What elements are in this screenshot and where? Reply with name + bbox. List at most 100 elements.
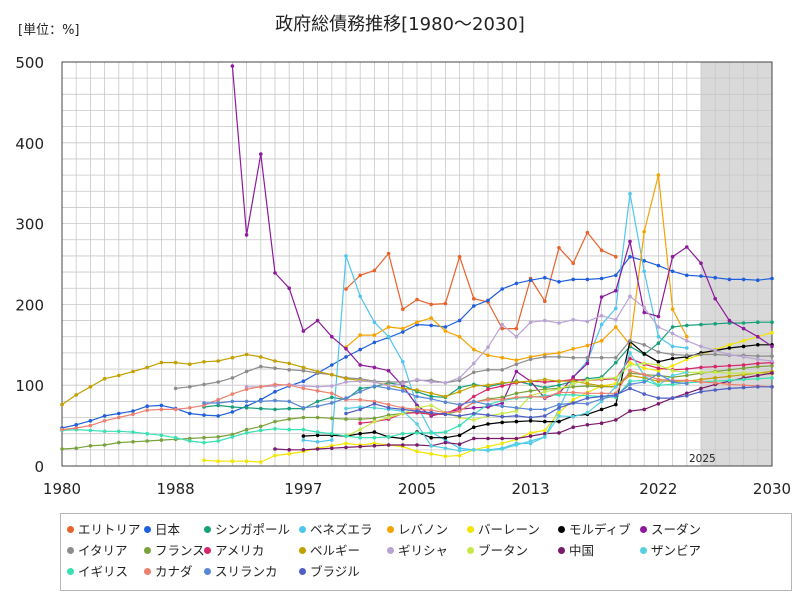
data-point — [656, 350, 661, 354]
data-point — [557, 280, 561, 284]
data-point — [642, 269, 646, 274]
data-point — [244, 459, 249, 464]
data-point — [756, 361, 760, 366]
data-point — [585, 230, 590, 235]
data-point — [585, 423, 590, 427]
legend-label: レバノン — [398, 522, 449, 537]
data-point — [642, 361, 646, 366]
legend-marker — [144, 547, 151, 554]
unit-label: [単位：%] — [18, 22, 80, 38]
x-tick-label: 1997 — [284, 480, 322, 498]
data-point — [571, 425, 575, 430]
data-point — [443, 412, 448, 417]
plot-area: 0 100 200 300 400 500 1980 1988 1997 2005 2013 2022… — [15, 54, 791, 498]
legend-item: アメリカ — [204, 544, 264, 558]
data-point — [472, 296, 476, 301]
data-point — [131, 412, 135, 417]
data-point — [741, 371, 746, 375]
data-point — [614, 306, 618, 311]
legend-marker — [640, 547, 647, 554]
data-point — [358, 273, 363, 278]
data-point — [358, 379, 363, 384]
data-point — [145, 431, 149, 436]
data-point — [656, 341, 661, 346]
legend-label: アメリカ — [215, 543, 265, 558]
data-point — [543, 428, 547, 433]
data-point — [756, 373, 760, 378]
data-point — [443, 435, 448, 440]
data-point — [202, 413, 206, 417]
data-point — [756, 320, 760, 325]
data-point — [358, 386, 363, 391]
data-point — [358, 363, 363, 367]
data-point — [273, 419, 277, 424]
data-point — [770, 320, 774, 325]
data-point — [88, 444, 93, 448]
data-point — [287, 417, 292, 421]
data-point — [656, 325, 661, 329]
data-point — [486, 448, 490, 453]
legend-label: 中国 — [569, 543, 595, 558]
x-tick-label: 2013 — [512, 480, 550, 498]
data-point — [358, 427, 363, 432]
data-point — [514, 409, 519, 413]
data-point — [557, 431, 561, 435]
data-point — [472, 347, 476, 352]
data-point — [699, 386, 703, 391]
data-point — [741, 385, 746, 390]
series-line-15 — [274, 372, 773, 451]
forecast-label: 2025 — [689, 453, 716, 465]
data-point — [656, 263, 661, 268]
data-point — [557, 383, 561, 388]
data-point — [287, 383, 292, 388]
data-point — [358, 421, 363, 426]
data-point — [386, 402, 391, 407]
data-point — [528, 320, 533, 325]
data-point — [415, 297, 419, 302]
data-point — [472, 399, 476, 404]
data-point — [727, 378, 732, 383]
legend-label: イタリア — [78, 543, 128, 558]
data-point — [486, 422, 490, 426]
data-point — [500, 420, 505, 425]
data-point — [741, 321, 746, 325]
data-point — [699, 380, 703, 384]
data-point — [273, 382, 277, 387]
data-point — [372, 435, 377, 440]
data-point — [741, 363, 746, 367]
data-point — [202, 435, 206, 440]
data-point — [330, 446, 334, 451]
data-point — [344, 417, 348, 421]
data-point — [486, 298, 490, 303]
data-point — [500, 384, 505, 388]
data-point — [628, 373, 632, 378]
data-point — [472, 361, 476, 366]
data-point — [74, 426, 78, 430]
data-point — [457, 414, 462, 418]
data-point — [741, 326, 746, 331]
data-point — [670, 373, 675, 378]
data-point — [386, 415, 391, 420]
data-point — [543, 395, 547, 400]
data-point — [315, 389, 320, 393]
legend-marker — [67, 526, 74, 533]
data-point — [472, 418, 476, 422]
legend-marker — [558, 526, 565, 533]
data-point — [571, 390, 575, 395]
data-point — [727, 277, 732, 282]
data-point — [571, 277, 575, 282]
x-tick-label: 2022 — [639, 480, 677, 498]
data-point — [486, 383, 490, 388]
data-point — [472, 394, 476, 399]
data-point — [386, 435, 391, 439]
data-point — [273, 447, 277, 451]
legend-item: 日本 — [144, 523, 180, 537]
data-point — [401, 436, 405, 441]
data-point — [486, 387, 490, 392]
data-point — [656, 363, 661, 367]
data-point — [727, 374, 732, 379]
legend-marker — [299, 568, 306, 575]
data-point — [599, 276, 604, 281]
legend-marker — [144, 526, 151, 533]
data-point — [528, 415, 533, 420]
